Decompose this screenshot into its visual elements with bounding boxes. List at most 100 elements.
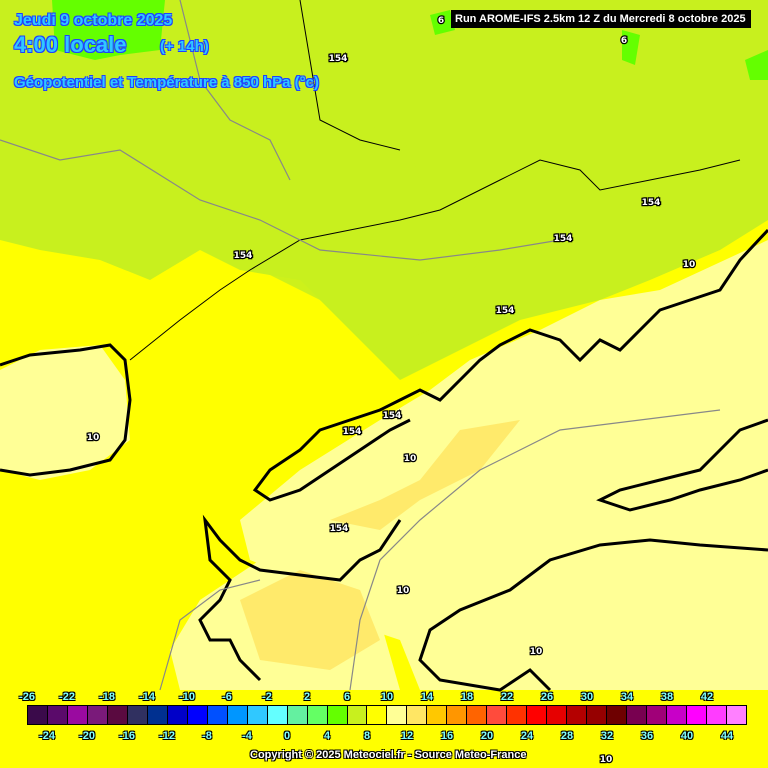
colorbar-tick-label: -24 [39, 730, 55, 742]
colorbar-cell [627, 706, 648, 724]
field-12-14-west [0, 345, 130, 480]
contour-labels: 6 6 154 154 154 154 154 154 154 154 10 10 10 10 10 10 [85, 15, 696, 767]
contour-label: 154 [343, 427, 362, 437]
colorbar-tick-label: 0 [283, 730, 291, 742]
colorbar-cell [307, 706, 328, 724]
field-14-16 [240, 420, 520, 670]
colorbar-tick-label: 4 [323, 730, 331, 742]
colorbar-cell [647, 706, 667, 724]
colorbar-cell [567, 706, 588, 724]
colorbar-tick-label: 28 [560, 730, 574, 742]
colorbar-tick-label: -14 [139, 691, 155, 703]
contour-label: 154 [554, 234, 573, 244]
contour-label: 154 [330, 524, 349, 534]
colorbar-tick-label: 8 [363, 730, 371, 742]
geopotential-154 [129, 0, 741, 361]
colorbar-cell [247, 706, 268, 724]
colorbar-tick-label: 30 [580, 691, 594, 703]
colorbar-cell [227, 706, 248, 724]
colorbar-cell [726, 706, 746, 724]
colorbar-cell [487, 706, 508, 724]
colorbar-cell [107, 706, 128, 724]
colorbar-cell [547, 706, 568, 724]
colorbar-tick-label: 2 [303, 691, 311, 703]
contour-label: 154 [642, 198, 661, 208]
contour-label: 154 [496, 306, 515, 316]
colorbar-cell [127, 706, 148, 724]
colorbar-cell [706, 706, 727, 724]
contour-label: 10 [404, 454, 417, 464]
colorbar-tick-label: -4 [242, 730, 252, 742]
colorbar-cell [47, 706, 68, 724]
colorbar-tick-label: -22 [59, 691, 75, 703]
field-12-14-se [420, 545, 768, 690]
forecast-date: Jeudi 9 octobre 2025 [14, 12, 173, 29]
colorbar-tick-label: -6 [222, 691, 232, 703]
contour-label: 6 [438, 16, 444, 26]
contour-label: 10 [397, 586, 410, 596]
colorbar-cell [327, 706, 348, 724]
colorbar-tick-label: 18 [460, 691, 474, 703]
colorbar-tick-label: 34 [620, 691, 634, 703]
contour-label: 10 [600, 755, 613, 765]
contour-label: 10 [87, 433, 100, 443]
colorbar-cell [167, 706, 188, 724]
contour-label: 6 [621, 36, 627, 46]
colorbar-cell [187, 706, 208, 724]
colorbar-tick-label: 42 [700, 691, 714, 703]
contour-label: 10 [530, 647, 543, 657]
borders [0, 0, 721, 691]
isotherm-10 [0, 228, 768, 692]
colorbar-cell [527, 706, 548, 724]
parameter-title: Géopotentiel et Température à 850 hPa (°… [14, 74, 319, 91]
colorbar-tick-label: 16 [440, 730, 454, 742]
colorbar-cell [447, 706, 468, 724]
lead-time: (+ 14h) [160, 38, 209, 55]
colorbar-tick-label: -2 [262, 691, 272, 703]
colorbar-tick-label: 22 [500, 691, 514, 703]
colorbar-cell [28, 706, 48, 724]
colorbar-cell [367, 706, 388, 724]
colorbar-cell [87, 706, 108, 724]
colorbar-tick-label: 36 [640, 730, 654, 742]
colorbar-cell [387, 706, 408, 724]
colorbar-tick-label: 44 [720, 730, 734, 742]
contour-label: 154 [329, 54, 348, 64]
colorbar-cell [667, 706, 687, 724]
colorbar-tick-label: 24 [520, 730, 534, 742]
colorbar-cell [427, 706, 448, 724]
colorbar-tick-label: -26 [19, 691, 35, 703]
colorbar-tick-label: 26 [540, 691, 554, 703]
field-8-10-south [200, 120, 480, 350]
colorbar-tick-label: -18 [99, 691, 115, 703]
colorbar-cell [67, 706, 88, 724]
colorbar-tick-label: -16 [119, 730, 135, 742]
colorbar-tick-label: 14 [420, 691, 434, 703]
colorbar-cell [407, 706, 428, 724]
contour-label: 154 [383, 411, 402, 421]
copyright: Copyright © 2025 Meteociel.fr - Source M… [250, 749, 527, 761]
colorbar-tick-label: 32 [600, 730, 614, 742]
colorbar-tick-label: -20 [79, 730, 95, 742]
colorbar-tick-label: 40 [680, 730, 694, 742]
colorbar-cell [147, 706, 168, 724]
colorbar-tick-label: -8 [202, 730, 212, 742]
colorbar-tick-label: 20 [480, 730, 494, 742]
contour-label: 10 [683, 260, 696, 270]
field-6-8 [52, 0, 165, 60]
colorbar-tick-label: -10 [179, 691, 195, 703]
colorbar-tick-label: 6 [343, 691, 351, 703]
colorbar-cell [607, 706, 628, 724]
contour-label: 154 [234, 251, 253, 261]
colorbar-tick-label: 10 [380, 691, 394, 703]
colorbar-tick-label: -12 [159, 730, 175, 742]
colorbar-cell [267, 706, 288, 724]
colorbar-cell [207, 706, 228, 724]
colorbar-cell [467, 706, 488, 724]
run-info: Run AROME-IFS 2.5km 12 Z du Mercredi 8 o… [451, 10, 751, 28]
colorbar-cell [287, 706, 308, 724]
forecast-time: 4:00 locale [14, 32, 127, 57]
colorbar-tick-label: 12 [400, 730, 414, 742]
colorbar-cell [507, 706, 528, 724]
